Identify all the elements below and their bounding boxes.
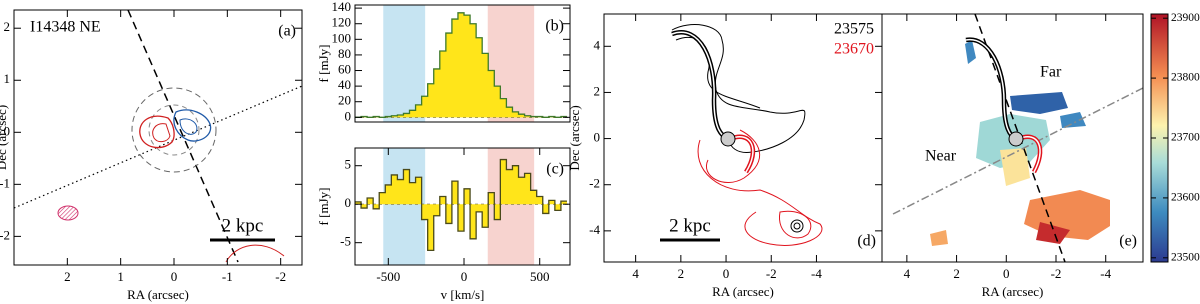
spectrum-line — [355, 158, 567, 252]
annotation: Near — [925, 148, 957, 165]
legend-entry: 23670 — [834, 41, 874, 58]
colorbar-tick-label: 23900 — [1171, 12, 1200, 24]
x-tick-label: 0 — [723, 266, 730, 281]
y-axis-label: f [mJy] — [316, 45, 331, 83]
y-tick-label: 2 — [594, 83, 601, 98]
y-axis-label: f [mJy] — [316, 188, 331, 226]
y-tick-label: 0 — [345, 195, 352, 210]
panel-d-overlay — [671, 24, 823, 246]
x-tick-label: -4 — [811, 266, 822, 281]
panel-label: (d) — [857, 233, 876, 250]
x-tick-label: 2 — [678, 266, 685, 281]
panel-e-overlay — [892, 13, 1144, 263]
y-tick-label: 20 — [338, 93, 351, 108]
x-axis-label: v [km/s] — [441, 287, 485, 302]
band — [383, 4, 426, 123]
colorbar-tick-label: 23600 — [1171, 192, 1200, 204]
x-tick-label: -2 — [1051, 266, 1062, 281]
panel-a-overlay — [13, 9, 303, 263]
panel-label: (c) — [546, 161, 564, 178]
spectrum-line — [355, 12, 567, 118]
axes-frame — [354, 4, 571, 123]
scale-bar-label: 2 kpc — [222, 215, 264, 236]
x-tick-label: 4 — [632, 266, 639, 281]
area — [355, 159, 567, 251]
y-tick-label: 0 — [594, 130, 601, 145]
panel-label: (e) — [1119, 233, 1137, 250]
y-tick-label: 80 — [338, 46, 351, 61]
scale-bar-label: 2 kpc — [669, 215, 711, 236]
band — [383, 147, 426, 266]
panel-label: (b) — [545, 18, 564, 35]
y-tick-label: -4 — [589, 222, 600, 237]
x-tick-label: -2 — [275, 269, 286, 284]
y-tick-label: 0 — [345, 108, 352, 123]
x-tick-label: -500 — [376, 269, 400, 284]
y-tick-label: -1 — [0, 175, 10, 190]
axes-frame — [354, 147, 571, 266]
area — [355, 12, 567, 118]
x-axis-label: RA (arcsec) — [982, 284, 1044, 299]
x-tick-label: -2 — [766, 266, 777, 281]
colorbar-tick-label: 23800 — [1171, 72, 1200, 84]
x-axis-label: RA (arcsec) — [712, 284, 774, 299]
colorbar-tick-label: 23700 — [1171, 132, 1200, 144]
panel-title: I14348 NE — [30, 19, 101, 36]
y-axis-label: Dec (arcsec) — [0, 105, 9, 170]
x-tick-label: 2 — [64, 269, 71, 284]
colorbar-tick-label: 23500 — [1171, 251, 1200, 263]
y-tick-label: 4 — [594, 37, 601, 52]
panel-label: (a) — [278, 23, 296, 40]
y-tick-label: -2 — [0, 227, 10, 242]
x-tick-label: 0 — [1003, 266, 1010, 281]
x-axis-label: RA (arcsec) — [127, 287, 189, 302]
y-tick-label: -2 — [589, 176, 600, 191]
y-tick-label: 60 — [338, 62, 351, 77]
legend-entry: 23575 — [834, 21, 874, 38]
x-tick-label: 4 — [904, 266, 911, 281]
y-tick-label: 40 — [338, 77, 351, 92]
y-tick-label: 0 — [4, 123, 11, 138]
y-tick-label: 1 — [4, 71, 11, 86]
axes-frame — [881, 13, 1144, 263]
y-tick-label: 100 — [332, 30, 352, 45]
y-tick-label: -5 — [340, 234, 351, 249]
y-tick-label: 120 — [332, 15, 352, 30]
x-tick-label: 0 — [461, 269, 468, 284]
x-tick-label: 1 — [117, 269, 124, 284]
y-tick-label: 2 — [4, 19, 11, 34]
y-axis-label: Dec (arcsec) — [567, 105, 582, 170]
annotation: Far — [1040, 64, 1062, 81]
axes-frame — [13, 9, 303, 266]
x-tick-label: 500 — [530, 269, 550, 284]
x-tick-label: 0 — [171, 269, 178, 284]
x-tick-label: 2 — [953, 266, 960, 281]
y-tick-label: 140 — [332, 0, 352, 14]
x-tick-label: -1 — [222, 269, 233, 284]
x-tick-label: -4 — [1100, 266, 1111, 281]
y-tick-label: 5 — [345, 157, 352, 172]
